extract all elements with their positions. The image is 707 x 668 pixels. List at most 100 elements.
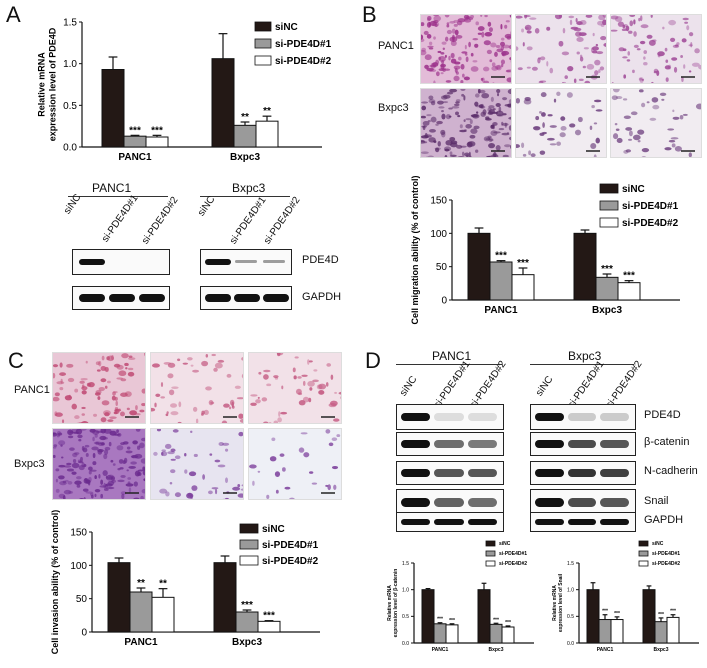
legend-swatch xyxy=(599,200,619,211)
bar-bxpc3-0 xyxy=(642,589,656,644)
bar-bxpc3-2 xyxy=(666,616,680,644)
significance-mark: ** xyxy=(263,106,271,117)
bar-bxpc3-1 xyxy=(654,621,668,644)
significance-mark: *** xyxy=(517,258,529,269)
legend-entry: si-PDE4D#2 xyxy=(622,218,679,229)
x-tick-label: Bxpc3 xyxy=(488,647,503,653)
blot-a-gapdh-panc1 xyxy=(72,286,170,310)
bar-panc1-2 xyxy=(445,624,459,644)
y-axis-label: Relative mRNAexpression level of Snail xyxy=(552,573,564,632)
significance-mark: *** xyxy=(623,271,635,282)
bar-panc1-0 xyxy=(101,69,125,148)
blot-d--catenin-bxpc3 xyxy=(530,432,636,456)
bar-bxpc3-2 xyxy=(501,626,515,644)
y-tick-label: 1.0 xyxy=(63,59,77,70)
legend-swatch xyxy=(485,560,496,567)
significance-mark: *** xyxy=(493,617,499,623)
y-tick-label: 1.5 xyxy=(402,561,409,567)
blot-d-lane-si2-1: si-PDE4D#2 xyxy=(468,358,509,411)
x-tick-label: Bxpc3 xyxy=(592,305,622,316)
bar-panc1-0 xyxy=(107,562,131,633)
x-tick-label: Bxpc3 xyxy=(653,647,668,653)
legend-entry: siNC xyxy=(262,524,285,535)
micrograph-b-bxpc3-si1 xyxy=(515,88,607,158)
bar-panc1-1 xyxy=(598,619,612,644)
micrograph-b-bxpc3-sinc xyxy=(420,88,512,158)
significance-mark: *** xyxy=(437,617,443,623)
legend-entry: si-PDE4D#1 xyxy=(275,39,332,50)
legend-entry: si-PDE4D#1 xyxy=(499,551,527,557)
legend-entry: si-PDE4D#2 xyxy=(652,561,680,567)
chart-c-invasion: 0 50 100 150 Cell invasion ability (% of con… xyxy=(50,510,320,655)
legend-entry: siNC xyxy=(275,22,298,33)
y-tick-label: 0.5 xyxy=(567,614,574,620)
bar-panc1-0 xyxy=(421,589,435,644)
bar-bxpc3-1 xyxy=(235,611,259,633)
y-tick-label: 150 xyxy=(70,528,87,539)
panel-b-row-panc1: PANC1 xyxy=(378,40,414,52)
blot-d-header-bxpc3: Bxpc3 xyxy=(568,349,602,363)
y-tick-label: 50 xyxy=(76,594,88,605)
legend-swatch xyxy=(485,540,496,547)
y-tick-label: 0 xyxy=(441,296,447,307)
blot-d-label-3: Snail xyxy=(644,495,669,507)
legend-entry: si-PDE4D#1 xyxy=(622,201,679,212)
bar-panc1-2 xyxy=(151,596,175,633)
x-tick-label: Bxpc3 xyxy=(230,152,260,163)
blot-a-lane-si1-1: si-PDE4D#1 xyxy=(100,192,141,245)
blot-d-label-1: β-catenin xyxy=(644,436,690,448)
y-tick-label: 0.0 xyxy=(402,641,409,647)
bar-panc1-1 xyxy=(129,591,153,633)
blot-d-header-panc1: PANC1 xyxy=(432,349,472,363)
legend-swatch xyxy=(638,540,649,547)
micrograph-c-bxpc3-si1 xyxy=(150,428,244,500)
bar-panc1-0 xyxy=(586,589,600,644)
blot-d-n-cadherin-panc1 xyxy=(396,461,504,485)
blot-d-lane-si2-2: si-PDE4D#2 xyxy=(604,358,645,411)
micrograph-b-panc1-si2 xyxy=(610,14,702,84)
blot-a-label-gapdh: GAPDH xyxy=(302,291,342,303)
bar-bxpc3-0 xyxy=(213,562,237,633)
significance-mark: *** xyxy=(151,125,163,136)
y-tick-label: 0.0 xyxy=(63,143,77,154)
blot-a-lane-sinc-1: siNC xyxy=(62,192,84,217)
panel-label-c: C xyxy=(8,348,24,373)
blot-a-lane-sinc-2: siNC xyxy=(196,194,218,219)
chart-a-mrna-pde4d: 0.0 0.5 1.0 1.5 Relative mRNAexpression leve… xyxy=(37,18,332,164)
significance-mark: *** xyxy=(614,611,620,617)
significance-mark: ** xyxy=(137,578,145,589)
significance-mark: *** xyxy=(670,609,676,615)
panel-c-row-panc1: PANC1 xyxy=(14,384,50,396)
blot-d-lane-sinc-2: siNC xyxy=(534,374,556,399)
blot-d-lane-si1-1: si-PDE4D#1 xyxy=(432,358,473,411)
significance-mark: *** xyxy=(449,618,455,624)
x-tick-label: PANC1 xyxy=(597,647,614,653)
significance-mark: *** xyxy=(505,620,511,626)
panel-c-row-bxpc3: Bxpc3 xyxy=(14,458,45,470)
blot-d-gapdh-bxpc3 xyxy=(530,512,636,532)
blot-d-lane-sinc-1: siNC xyxy=(398,374,420,399)
significance-mark: *** xyxy=(263,611,275,622)
bar-bxpc3-0 xyxy=(211,58,235,148)
y-axis-label: Cell invasion ability (% of control) xyxy=(50,510,60,655)
legend-swatch xyxy=(638,560,649,567)
micrograph-c-panc1-si2 xyxy=(248,352,342,424)
bar-bxpc3-2 xyxy=(617,282,641,301)
bar-bxpc3-2 xyxy=(257,620,281,633)
blot-d-lane-si1-2: si-PDE4D#1 xyxy=(566,358,607,411)
legend-swatch xyxy=(638,550,649,557)
legend-entry: si-PDE4D#2 xyxy=(275,56,332,67)
legend-swatch xyxy=(599,183,619,194)
legend-entry: si-PDE4D#2 xyxy=(499,561,527,567)
bar-bxpc3-1 xyxy=(595,276,619,301)
y-tick-label: 0.5 xyxy=(402,614,409,620)
micrograph-b-panc1-sinc xyxy=(420,14,512,84)
significance-mark: *** xyxy=(129,125,141,136)
blot-d-pde4d-panc1 xyxy=(396,404,504,430)
y-tick-label: 1.5 xyxy=(567,561,574,567)
significance-mark: ** xyxy=(159,579,167,590)
legend-swatch xyxy=(239,555,259,566)
legend-entry: si-PDE4D#1 xyxy=(652,551,680,557)
